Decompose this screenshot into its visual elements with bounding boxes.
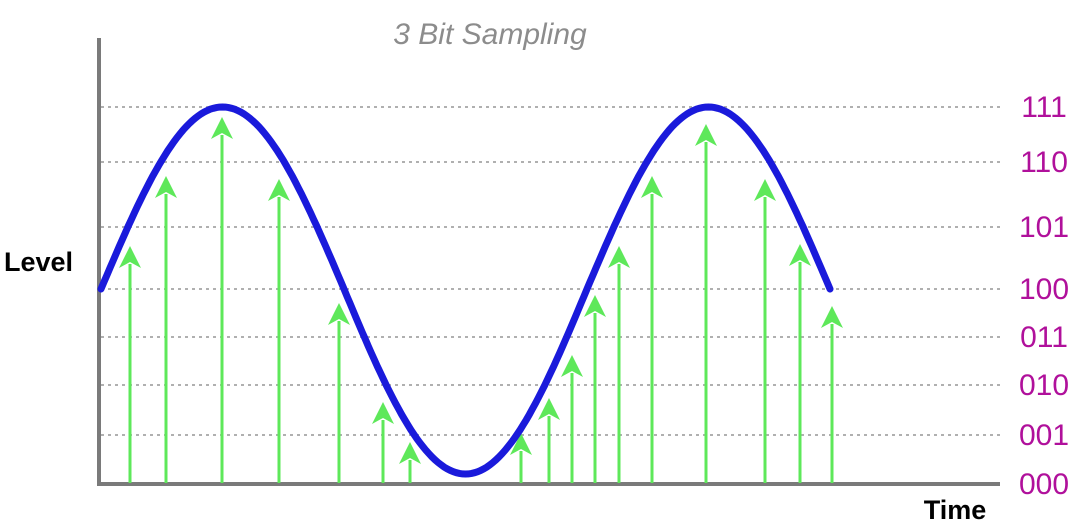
sample-arrow-001 xyxy=(510,433,532,483)
level-code-100: 100 xyxy=(1019,273,1069,306)
sample-arrow-100 xyxy=(789,244,811,483)
level-code-011: 011 xyxy=(1020,321,1068,354)
sample-arrow-011 xyxy=(561,355,583,483)
level-code-101: 101 xyxy=(1019,211,1069,244)
sample-arrow-110 xyxy=(641,176,663,483)
axes xyxy=(97,38,1000,486)
level-code-110: 110 xyxy=(1020,146,1068,179)
level-gridlines xyxy=(101,106,1003,436)
chart-title: 3 Bit Sampling xyxy=(393,18,587,51)
x-axis-label: Time xyxy=(924,495,987,523)
sample-arrow-010 xyxy=(538,398,560,483)
analog-signal-wave xyxy=(97,103,834,478)
y-axis-label: Level xyxy=(4,247,73,277)
sample-arrow-011 xyxy=(821,306,843,483)
level-code-010: 010 xyxy=(1019,369,1069,402)
sample-arrows xyxy=(119,117,843,483)
sample-arrow-000 xyxy=(399,442,421,483)
level-code-000: 000 xyxy=(1019,468,1069,501)
sample-arrow-100 xyxy=(608,246,630,483)
sample-arrow-100 xyxy=(584,295,606,483)
sample-arrow-111 xyxy=(211,117,233,483)
sample-arrow-111 xyxy=(695,124,717,483)
sample-arrow-110 xyxy=(268,179,290,483)
sample-arrow-011 xyxy=(328,303,350,483)
sample-arrow-100 xyxy=(119,246,141,483)
level-code-111: 111 xyxy=(1021,91,1067,124)
sample-arrow-110 xyxy=(155,176,177,483)
sample-arrow-001 xyxy=(372,402,394,483)
sample-arrow-110 xyxy=(754,179,776,483)
level-code-labels: 000 001 010 011 100 101 110 111 xyxy=(1019,91,1069,501)
level-code-001: 001 xyxy=(1019,419,1069,452)
